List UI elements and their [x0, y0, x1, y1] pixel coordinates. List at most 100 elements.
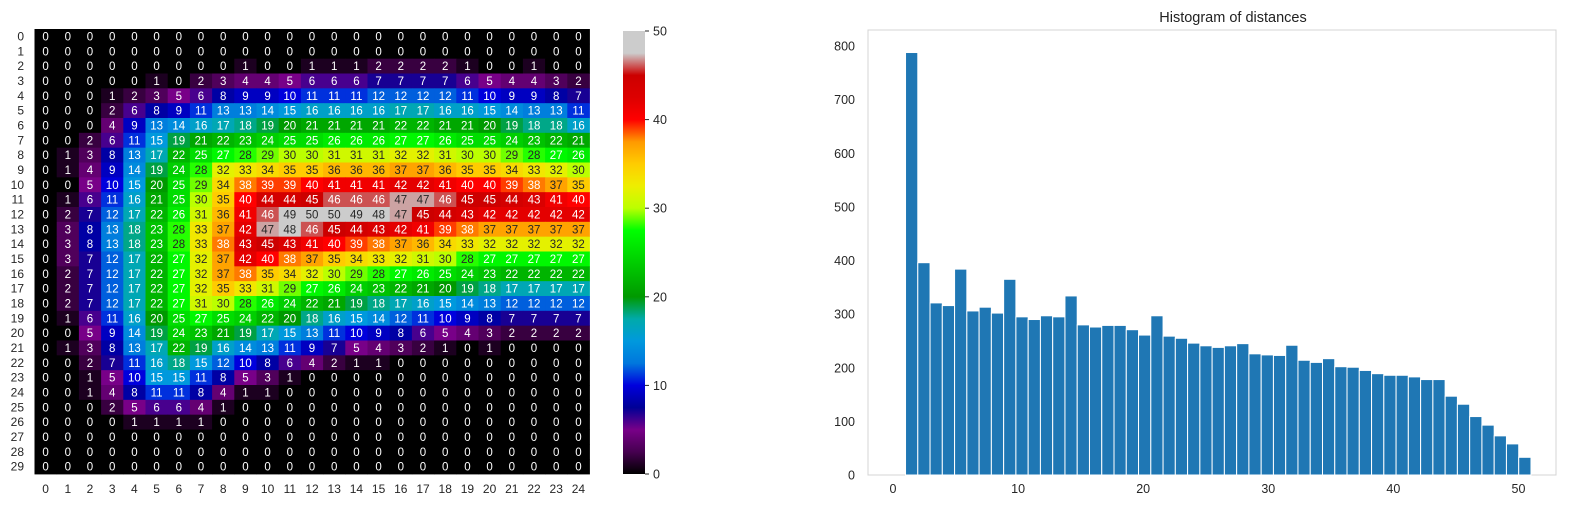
heatmap-cell [123, 103, 146, 119]
heatmap-cell [56, 88, 80, 104]
heatmap-cell-label: 0 [65, 358, 71, 370]
heatmap-cell [278, 132, 302, 149]
heatmap-cell-label: 0 [42, 76, 48, 88]
heatmap-cell [189, 192, 213, 208]
heatmap-cell-label: 6 [309, 76, 315, 88]
heatmap-cell-label: 12 [106, 298, 119, 310]
heatmap-cell [411, 296, 435, 312]
heatmap-cell-label: 22 [217, 135, 230, 147]
heatmap-cell-label: 0 [553, 462, 559, 474]
heatmap-cell-label: 28 [172, 224, 185, 236]
heatmap-cell [34, 296, 58, 312]
heatmap-cell-label: 36 [350, 165, 363, 177]
heatmap-cell-label: 46 [328, 195, 341, 207]
heatmap-cell-label: 0 [442, 373, 448, 385]
heatmap-cell-label: 0 [309, 387, 315, 399]
heatmap-cell [411, 162, 435, 178]
heatmap-cell-label: 39 [505, 180, 518, 192]
heatmap-cell [456, 192, 479, 208]
heatmap-cell [389, 192, 413, 208]
heatmap-cell-label: 9 [176, 106, 182, 118]
heatmap-cell-label: 40 [328, 239, 341, 251]
heatmap-chart: 0 0 0 0 0 0 0 0 0 0 0 0 0 0 0 0 0 0 0 0 0 0 0 0 0 0 0 0 0 0 0 0 0 0 0 0 0 0 0 0… [11, 29, 590, 496]
heatmap-cell-label: 5 [486, 76, 492, 88]
heatmap-cell-label: 27 [417, 135, 430, 147]
heatmap-cell-label: 0 [131, 447, 137, 459]
heatmap-cell-label: 0 [65, 328, 71, 340]
heatmap-cell [545, 147, 568, 163]
heatmap-cell-label: 0 [375, 402, 381, 414]
heatmap-cell-label: 11 [350, 91, 362, 103]
heatmap-cell-label: 0 [531, 46, 537, 58]
heatmap-cell [389, 251, 413, 267]
heatmap-cell-label: 0 [398, 402, 404, 414]
heatmap-cell [300, 29, 324, 45]
heatmap-cell-label: 42 [239, 254, 252, 266]
heatmap-cell-label: 0 [575, 358, 581, 370]
heatmap-cell-label: 8 [264, 358, 270, 370]
heatmap-cell-label: 43 [239, 239, 252, 251]
heatmap-cell-label: 0 [509, 387, 515, 399]
heatmap-cell-label: 14 [505, 106, 518, 118]
heatmap-cell-label: 19 [172, 135, 185, 147]
heatmap-cell-label: 15 [439, 298, 452, 310]
heatmap-cell-label: 0 [287, 462, 293, 474]
heatmap-cell [300, 266, 324, 282]
heatmap-cell-label: 0 [287, 61, 293, 73]
heatmap-cell [78, 236, 102, 252]
heatmap-cell-label: 7 [331, 343, 337, 355]
heatmap-cell-label: 0 [464, 358, 470, 370]
heatmap-cell-label: 27 [195, 313, 208, 325]
heatmap-cell [78, 310, 102, 327]
heatmap-cell [234, 251, 257, 267]
heatmap-x-tick-label: 1 [64, 482, 71, 496]
heatmap-cell [522, 147, 546, 163]
heatmap-cell [522, 177, 546, 193]
heatmap-cell-label: 44 [261, 195, 274, 207]
heatmap-cell-label: 21 [417, 284, 430, 296]
heatmap-cell-label: 6 [287, 358, 293, 370]
heatmap-cell-label: 16 [439, 106, 452, 118]
heatmap-cell-label: 2 [109, 106, 115, 118]
heatmap-cell [256, 251, 280, 267]
heatmap-cell-label: 22 [172, 150, 185, 162]
heatmap-cell-label: 0 [486, 417, 492, 429]
histogram-bar [1444, 395, 1458, 476]
heatmap-cell-label: 0 [287, 447, 293, 459]
heatmap-cell [567, 147, 590, 163]
heatmap-cell-label: 1 [131, 417, 137, 429]
histogram-x-tick-label: 0 [890, 482, 897, 496]
heatmap-y-tick-label: 8 [17, 148, 24, 162]
heatmap-cell [545, 221, 568, 238]
heatmap-cell-label: 26 [417, 269, 430, 281]
heatmap-cell-label: 31 [350, 150, 363, 162]
heatmap-cell [345, 192, 368, 208]
heatmap-cell-label: 4 [309, 358, 316, 370]
heatmap-cell [545, 103, 568, 119]
heatmap-x-tick-label: 7 [198, 482, 205, 496]
histogram-bar [1076, 324, 1090, 476]
heatmap-cell-label: 0 [287, 402, 293, 414]
heatmap-cell-label: 0 [65, 135, 71, 147]
heatmap-cell [522, 266, 546, 282]
heatmap-cell-label: 0 [109, 76, 115, 88]
heatmap-cell [434, 103, 457, 119]
heatmap-cell-label: 0 [309, 373, 315, 385]
heatmap-cell [145, 73, 169, 89]
heatmap-cell [167, 177, 191, 193]
heatmap-cell-label: 4 [509, 76, 516, 88]
heatmap-cell [345, 43, 368, 60]
heatmap-cell-label: 0 [65, 402, 71, 414]
heatmap-cell-label: 30 [461, 150, 474, 162]
heatmap-cell-label: 35 [261, 269, 274, 281]
heatmap-cell [212, 236, 235, 252]
histogram-bar [1493, 435, 1507, 476]
heatmap-cell [34, 207, 58, 223]
heatmap-cell-label: 41 [417, 224, 430, 236]
heatmap-cell-label: 34 [283, 269, 296, 281]
heatmap-cell-label: 17 [128, 209, 141, 221]
heatmap-cell-label: 7 [420, 76, 426, 88]
heatmap-cell [545, 162, 568, 178]
heatmap-cell-label: 16 [372, 106, 385, 118]
heatmap-cell-label: 17 [417, 106, 430, 118]
